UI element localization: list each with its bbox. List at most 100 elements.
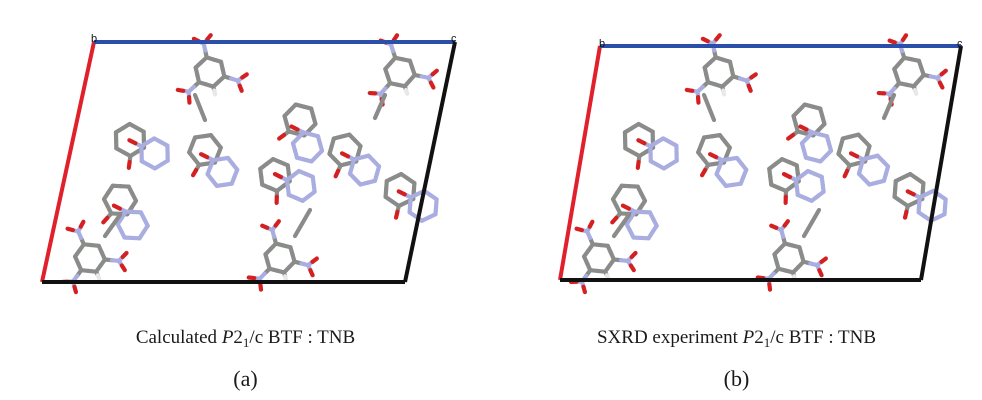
- molecule-bond: [786, 132, 796, 141]
- molecule-bond: [240, 72, 249, 80]
- axis-label-b: b: [599, 38, 605, 50]
- molecule-bond: [273, 219, 281, 228]
- caption-prefix: SXRD experiment: [596, 327, 743, 348]
- molecule-bond: [237, 83, 244, 93]
- molecule-bond: [292, 220, 305, 239]
- caption-title: SXRD experiment P21/c BTF : TNB: [491, 327, 982, 354]
- molecule-bond: [393, 209, 400, 220]
- molecule-bond: [126, 159, 132, 170]
- molecule-bond: [260, 223, 270, 230]
- molecule-bond: [309, 153, 319, 164]
- molecule-bond: [119, 263, 127, 273]
- molecule-bond: [767, 282, 773, 292]
- molecule-bond: [817, 268, 824, 278]
- space-group-letter: P: [221, 327, 234, 348]
- molecule-bond: [101, 215, 110, 225]
- molecule-bond: [310, 256, 319, 264]
- caption-title: Calculated P21/c BTF : TNB: [0, 327, 491, 354]
- space-group-suffix: /c: [249, 327, 264, 348]
- molecule-bond: [611, 223, 624, 239]
- molecule-bond: [937, 80, 945, 90]
- molecule-bond: [819, 256, 828, 264]
- molecule-bond: [433, 204, 439, 217]
- molecule-bond: [782, 219, 790, 228]
- molecule-bond: [246, 275, 257, 281]
- space-group-subscript: 1: [763, 335, 771, 350]
- molecule-bond: [900, 33, 909, 42]
- molecule-bond: [629, 250, 638, 260]
- caption-suffix: BTF : TNB: [783, 327, 876, 348]
- molecule-bond: [939, 68, 948, 77]
- molecule-bond: [574, 226, 585, 233]
- molecule-bond: [333, 168, 341, 179]
- molecule-bond: [820, 182, 826, 194]
- panel-tag: (b): [723, 366, 750, 391]
- molecule-bond: [300, 207, 313, 226]
- molecule-bond: [635, 159, 641, 170]
- molecule-bond: [110, 212, 123, 228]
- molecule-bond: [701, 92, 712, 110]
- molecule-bond: [120, 250, 129, 260]
- space-group-subscript: 1: [242, 335, 250, 350]
- molecule-bond: [620, 203, 631, 211]
- cell-edge-a-axis: [40, 41, 96, 283]
- molecule-bond: [339, 151, 351, 159]
- molecule-bond: [749, 72, 758, 80]
- space-group-suffix: /c: [770, 327, 784, 348]
- molecule-bond: [198, 152, 210, 160]
- molecule-bond: [272, 171, 284, 180]
- axis-label-c: c: [451, 33, 457, 45]
- caption-suffix: BTF : TNB: [263, 327, 356, 348]
- molecule-bond: [738, 174, 746, 186]
- molecule-bond: [372, 171, 380, 183]
- molecule-bond: [801, 220, 814, 239]
- molecule-bond: [942, 204, 948, 217]
- crystal-structure-figure: b c: [40, 33, 457, 295]
- molecule-bond: [308, 268, 315, 278]
- axis-label-c: c: [957, 38, 963, 50]
- molecule-bond: [848, 151, 860, 159]
- molecule-layer: [568, 33, 948, 295]
- molecule-bond: [192, 92, 203, 110]
- molecule-bond: [781, 171, 793, 180]
- cell-edge-right: [919, 45, 963, 281]
- molecule-bond: [699, 167, 708, 178]
- molecule-bond: [706, 105, 717, 123]
- caption-prefix: Calculated: [135, 327, 222, 348]
- molecule-bond: [842, 168, 850, 179]
- molecule-bond: [746, 83, 753, 93]
- space-group-letter: P: [742, 327, 755, 348]
- molecule-bond: [137, 229, 146, 241]
- molecule-bond: [72, 284, 79, 295]
- molecule-bond: [798, 124, 809, 132]
- molecule-bond: [887, 38, 897, 45]
- molecule-bond: [212, 88, 218, 97]
- molecule-bond: [229, 174, 237, 186]
- molecule-bond: [289, 124, 300, 132]
- molecule-bond: [881, 104, 892, 121]
- molecule-bond: [205, 33, 213, 42]
- molecule-bond: [905, 189, 916, 197]
- molecule-bond: [587, 219, 595, 229]
- molecule-bond: [902, 209, 909, 220]
- molecule-bond: [78, 219, 86, 229]
- panel-tag: (a): [233, 366, 258, 391]
- molecule-bond: [755, 275, 766, 281]
- molecule-bond: [684, 87, 695, 93]
- molecule-bond: [430, 68, 439, 77]
- molecule-layer: [59, 33, 439, 295]
- molecule-bond: [127, 138, 138, 146]
- cell-edge-a-axis: [558, 45, 602, 281]
- molecule-bond: [190, 167, 199, 178]
- axis-label-b: b: [91, 33, 97, 45]
- molecule-bond: [619, 212, 632, 228]
- molecule-bond: [95, 273, 102, 282]
- molecule-bond: [428, 80, 436, 90]
- molecule-bond: [581, 284, 588, 295]
- panel-a: b c Calculated P21/c BTF : TNB (a): [0, 33, 491, 391]
- molecule-bond: [175, 87, 186, 93]
- molecule-bond: [707, 152, 719, 160]
- molecule-bond: [714, 33, 722, 42]
- molecule-bond: [277, 132, 287, 141]
- molecule-bond: [111, 203, 122, 211]
